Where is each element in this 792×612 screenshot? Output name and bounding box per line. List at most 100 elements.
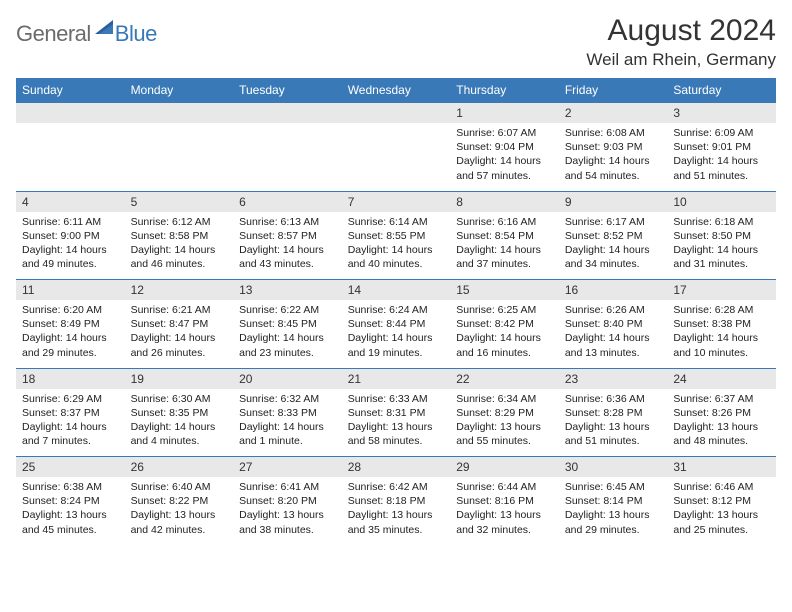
weekday-header: Monday — [125, 78, 234, 103]
sunset-text: Sunset: 8:37 PM — [22, 406, 119, 420]
day-number: 5 — [125, 191, 234, 212]
day-number — [125, 103, 234, 124]
sunrise-text: Sunrise: 6:24 AM — [348, 303, 445, 317]
day-cell: Sunrise: 6:11 AMSunset: 9:00 PMDaylight:… — [16, 212, 125, 280]
day-cell: Sunrise: 6:29 AMSunset: 8:37 PMDaylight:… — [16, 389, 125, 457]
daylight-text: Daylight: 14 hours and 46 minutes. — [131, 243, 228, 271]
sunset-text: Sunset: 8:22 PM — [131, 494, 228, 508]
day-number: 8 — [450, 191, 559, 212]
calendar-table: Sunday Monday Tuesday Wednesday Thursday… — [16, 78, 776, 545]
day-number: 30 — [559, 457, 668, 478]
day-cell: Sunrise: 6:20 AMSunset: 8:49 PMDaylight:… — [16, 300, 125, 368]
day-number: 21 — [342, 368, 451, 389]
sunrise-text: Sunrise: 6:12 AM — [131, 215, 228, 229]
brand-general: General — [16, 21, 91, 47]
day-number — [233, 103, 342, 124]
day-cell: Sunrise: 6:16 AMSunset: 8:54 PMDaylight:… — [450, 212, 559, 280]
weekday-header-row: Sunday Monday Tuesday Wednesday Thursday… — [16, 78, 776, 103]
day-cell: Sunrise: 6:38 AMSunset: 8:24 PMDaylight:… — [16, 477, 125, 545]
day-number: 19 — [125, 368, 234, 389]
sunrise-text: Sunrise: 6:13 AM — [239, 215, 336, 229]
sunset-text: Sunset: 8:44 PM — [348, 317, 445, 331]
daylight-text: Daylight: 13 hours and 45 minutes. — [22, 508, 119, 536]
daylight-text: Daylight: 14 hours and 54 minutes. — [565, 154, 662, 182]
sunrise-text: Sunrise: 6:28 AM — [673, 303, 770, 317]
day-number: 26 — [125, 457, 234, 478]
daylight-text: Daylight: 13 hours and 29 minutes. — [565, 508, 662, 536]
daylight-text: Daylight: 14 hours and 40 minutes. — [348, 243, 445, 271]
day-number: 28 — [342, 457, 451, 478]
day-cell — [125, 123, 234, 191]
sunset-text: Sunset: 8:49 PM — [22, 317, 119, 331]
sunrise-text: Sunrise: 6:34 AM — [456, 392, 553, 406]
day-number: 4 — [16, 191, 125, 212]
day-cell: Sunrise: 6:36 AMSunset: 8:28 PMDaylight:… — [559, 389, 668, 457]
day-cell — [16, 123, 125, 191]
day-cell: Sunrise: 6:14 AMSunset: 8:55 PMDaylight:… — [342, 212, 451, 280]
detail-row: Sunrise: 6:07 AMSunset: 9:04 PMDaylight:… — [16, 123, 776, 191]
day-cell: Sunrise: 6:34 AMSunset: 8:29 PMDaylight:… — [450, 389, 559, 457]
daylight-text: Daylight: 14 hours and 4 minutes. — [131, 420, 228, 448]
day-number — [342, 103, 451, 124]
day-number: 20 — [233, 368, 342, 389]
day-number: 18 — [16, 368, 125, 389]
day-cell: Sunrise: 6:45 AMSunset: 8:14 PMDaylight:… — [559, 477, 668, 545]
sunrise-text: Sunrise: 6:21 AM — [131, 303, 228, 317]
sunset-text: Sunset: 9:00 PM — [22, 229, 119, 243]
weekday-header: Tuesday — [233, 78, 342, 103]
day-cell: Sunrise: 6:42 AMSunset: 8:18 PMDaylight:… — [342, 477, 451, 545]
daylight-text: Daylight: 13 hours and 58 minutes. — [348, 420, 445, 448]
sunrise-text: Sunrise: 6:45 AM — [565, 480, 662, 494]
day-cell: Sunrise: 6:18 AMSunset: 8:50 PMDaylight:… — [667, 212, 776, 280]
day-cell: Sunrise: 6:13 AMSunset: 8:57 PMDaylight:… — [233, 212, 342, 280]
triangle-icon — [95, 20, 113, 39]
brand-logo: General Blue — [16, 14, 157, 47]
day-number: 7 — [342, 191, 451, 212]
day-number: 17 — [667, 280, 776, 301]
weekday-header: Saturday — [667, 78, 776, 103]
day-cell: Sunrise: 6:37 AMSunset: 8:26 PMDaylight:… — [667, 389, 776, 457]
daylight-text: Daylight: 14 hours and 19 minutes. — [348, 331, 445, 359]
title-block: August 2024 Weil am Rhein, Germany — [586, 14, 776, 70]
daylight-text: Daylight: 14 hours and 57 minutes. — [456, 154, 553, 182]
sunrise-text: Sunrise: 6:37 AM — [673, 392, 770, 406]
sunrise-text: Sunrise: 6:30 AM — [131, 392, 228, 406]
day-number: 9 — [559, 191, 668, 212]
sunrise-text: Sunrise: 6:26 AM — [565, 303, 662, 317]
day-cell: Sunrise: 6:24 AMSunset: 8:44 PMDaylight:… — [342, 300, 451, 368]
sunset-text: Sunset: 8:55 PM — [348, 229, 445, 243]
daylight-text: Daylight: 14 hours and 26 minutes. — [131, 331, 228, 359]
weekday-header: Thursday — [450, 78, 559, 103]
daynum-row: 45678910 — [16, 191, 776, 212]
daylight-text: Daylight: 14 hours and 37 minutes. — [456, 243, 553, 271]
sunset-text: Sunset: 8:12 PM — [673, 494, 770, 508]
detail-row: Sunrise: 6:20 AMSunset: 8:49 PM Daylight:… — [16, 300, 776, 368]
day-number: 25 — [16, 457, 125, 478]
weekday-header: Wednesday — [342, 78, 451, 103]
sunset-text: Sunset: 8:40 PM — [565, 317, 662, 331]
day-number: 2 — [559, 103, 668, 124]
daylight-text: Daylight: 14 hours and 51 minutes. — [673, 154, 770, 182]
day-cell: Sunrise: 6:46 AMSunset: 8:12 PMDaylight:… — [667, 477, 776, 545]
daylight-text: Daylight: 14 hours and 7 minutes. — [22, 420, 119, 448]
day-number: 12 — [125, 280, 234, 301]
daylight-text: Daylight: 13 hours and 25 minutes. — [673, 508, 770, 536]
sunset-text: Sunset: 8:52 PM — [565, 229, 662, 243]
sunrise-text: Sunrise: 6:25 AM — [456, 303, 553, 317]
day-cell: Sunrise: 6:44 AMSunset: 8:16 PMDaylight:… — [450, 477, 559, 545]
daylight-text: Daylight: 14 hours and 34 minutes. — [565, 243, 662, 271]
sunrise-text: Sunrise: 6:44 AM — [456, 480, 553, 494]
daylight-text: Daylight: 13 hours and 42 minutes. — [131, 508, 228, 536]
day-cell: Sunrise: 6:26 AMSunset: 8:40 PMDaylight:… — [559, 300, 668, 368]
sunset-text: Sunset: 8:58 PM — [131, 229, 228, 243]
detail-row: Sunrise: 6:29 AMSunset: 8:37 PMDaylight:… — [16, 389, 776, 457]
daynum-row: 123 — [16, 103, 776, 124]
daylight-text: Daylight: 14 hours and 1 minute. — [239, 420, 336, 448]
daylight-text: Daylight: 13 hours and 38 minutes. — [239, 508, 336, 536]
sunset-text: Sunset: 8:38 PM — [673, 317, 770, 331]
sunrise-text: Sunrise: 6:20 AM — [22, 303, 119, 317]
sunset-text: Sunset: 9:03 PM — [565, 140, 662, 154]
detail-row: Sunrise: 6:11 AMSunset: 9:00 PMDaylight:… — [16, 212, 776, 280]
day-number: 24 — [667, 368, 776, 389]
day-cell: Sunrise: 6:32 AMSunset: 8:33 PMDaylight:… — [233, 389, 342, 457]
